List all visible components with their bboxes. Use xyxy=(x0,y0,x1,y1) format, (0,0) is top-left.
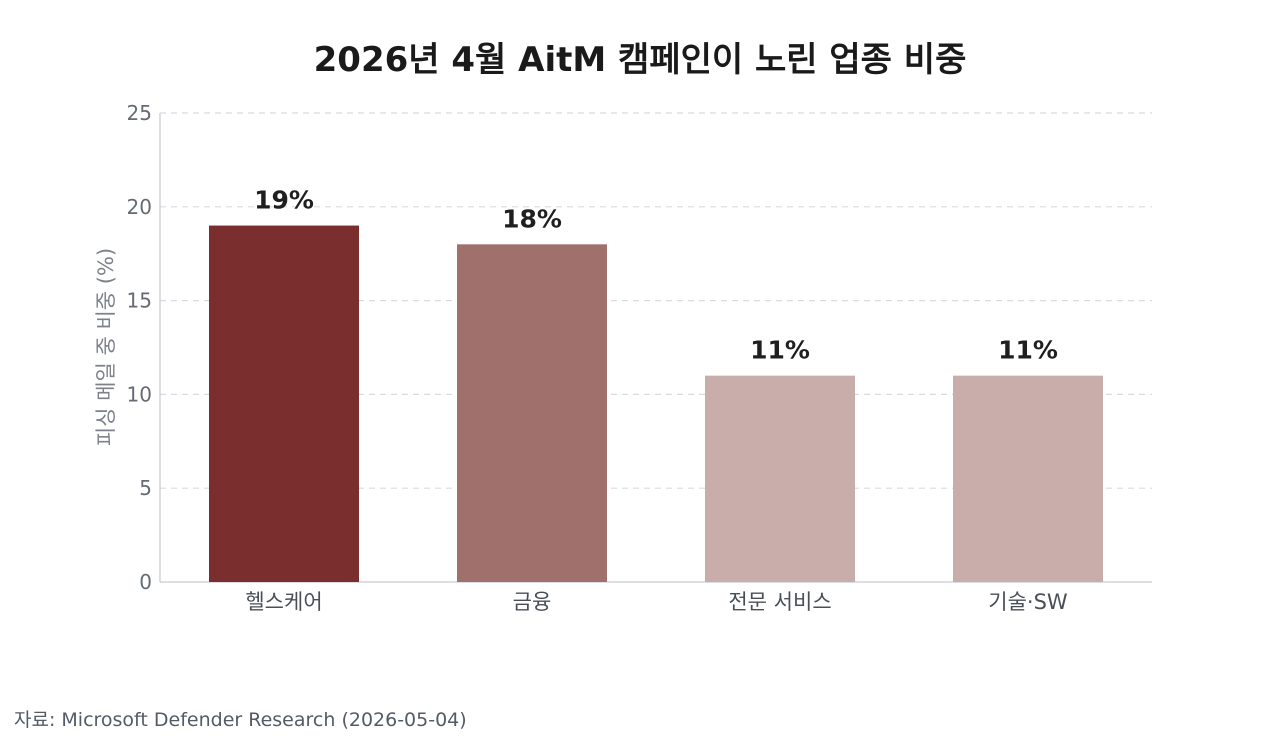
bar xyxy=(705,375,855,582)
x-tick-label: 기술·SW xyxy=(988,590,1068,614)
bars xyxy=(209,225,1103,582)
y-tick-label: 25 xyxy=(127,101,152,125)
y-tick-label: 20 xyxy=(127,195,152,219)
bar xyxy=(457,244,607,582)
data-labels: 19% 18% 11% 11% xyxy=(254,186,1058,365)
data-label: 18% xyxy=(502,204,562,233)
x-tick-label: 전문 서비스 xyxy=(728,590,831,614)
bar xyxy=(953,375,1103,582)
chart-title: 2026년 4월 AitM 캠페인이 노린 업종 비중 xyxy=(313,40,967,80)
x-tick-label: 금융 xyxy=(513,590,552,614)
y-tick-label: 0 xyxy=(139,570,152,594)
data-label: 11% xyxy=(750,336,810,365)
x-tick-label: 헬스케어 xyxy=(245,590,322,614)
data-label: 19% xyxy=(254,186,314,215)
bar xyxy=(209,225,359,582)
data-label: 11% xyxy=(998,336,1058,365)
y-axis-label: 피싱 메일 중 비중 (%) xyxy=(94,248,118,446)
y-tick-label: 15 xyxy=(127,289,152,313)
bar-chart: 0 5 10 15 20 25 헬스케어 금융 전문 서비스 기술·SW 19% 18% 11% 11%… xyxy=(94,101,1152,614)
y-tick-label: 10 xyxy=(127,382,152,406)
y-tick-label: 5 xyxy=(139,476,152,500)
source-note: 자료: Microsoft Defender Research (2026-05… xyxy=(14,709,467,731)
